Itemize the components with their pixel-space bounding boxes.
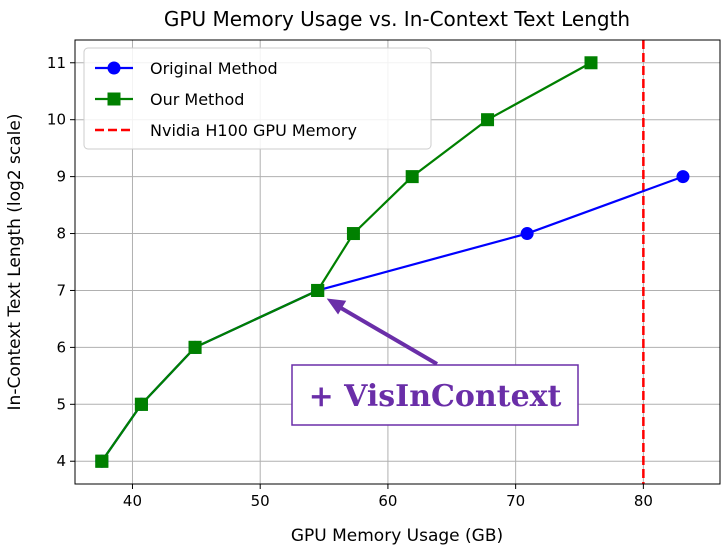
annotation-arrow-shaft: [335, 303, 439, 366]
shared-segment-line: [100, 289, 319, 462]
our-method-point: [481, 113, 495, 127]
y-tick-label: 11: [47, 54, 66, 72]
y-tick-label: 4: [56, 452, 66, 470]
x-tick-label: 80: [634, 492, 653, 510]
axis-ticks: 40 50 60 70 80 4 5 6 7 8 9 10 11: [47, 54, 653, 510]
y-tick-label: 5: [56, 395, 66, 413]
chart-title: GPU Memory Usage vs. In-Context Text Len…: [164, 7, 630, 31]
our-method-point: [405, 170, 419, 184]
legend: Original Method Our Method Nvidia H100 GPU…: [83, 47, 432, 150]
y-tick-label: 9: [56, 168, 66, 186]
legend-label: Nvidia H100 GPU Memory: [150, 121, 357, 140]
our-method-point: [134, 397, 148, 411]
our-method-point: [311, 283, 325, 297]
annotation-arrow-head: [326, 298, 347, 315]
x-axis-label: GPU Memory Usage (GB): [291, 526, 503, 546]
our-method-point: [584, 56, 598, 70]
y-tick-label: 10: [47, 111, 66, 129]
x-tick-label: 50: [251, 492, 270, 510]
legend-box: [83, 47, 432, 150]
x-tick-label: 40: [123, 492, 142, 510]
y-axis-label: In-Context Text Length (log2 scale): [5, 114, 25, 411]
series-group: [95, 56, 690, 468]
y-tick-label: 6: [56, 338, 66, 356]
annotation: + VisInContext: [291, 298, 579, 426]
legend-label: Our Method: [150, 90, 244, 109]
our-method-point: [188, 340, 202, 354]
y-tick-label: 7: [56, 281, 66, 299]
y-tick-label: 8: [56, 225, 66, 243]
our-method-point: [95, 454, 109, 468]
legend-swatch-marker: [107, 61, 121, 75]
original-method-point: [676, 170, 690, 184]
original-method-point: [520, 227, 534, 241]
annotation-label: + VisInContext: [309, 379, 562, 414]
plot-area-frame: [74, 39, 721, 485]
legend-label: Original Method: [150, 59, 278, 78]
our-method-point: [346, 227, 360, 241]
legend-swatch-marker: [107, 92, 121, 106]
x-tick-label: 70: [506, 492, 525, 510]
annotation-box: [291, 364, 579, 426]
x-tick-label: 60: [378, 492, 397, 510]
